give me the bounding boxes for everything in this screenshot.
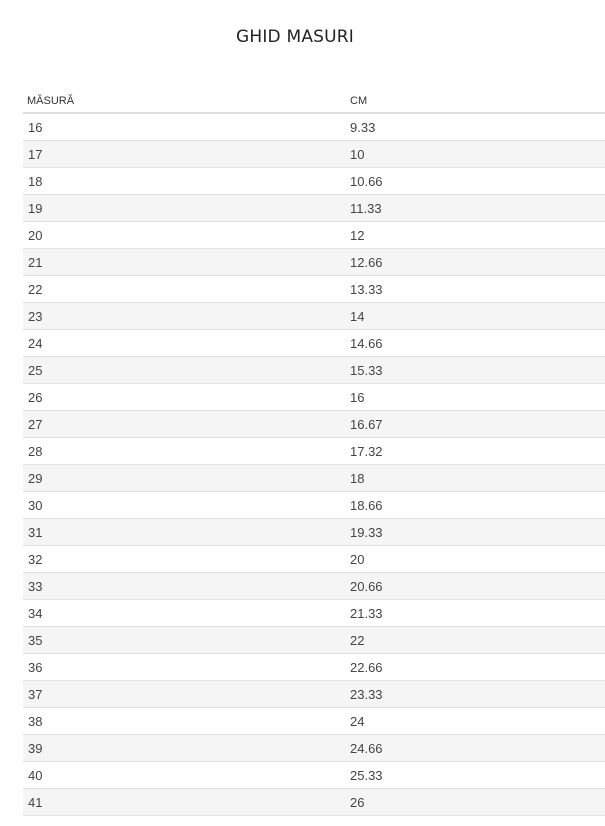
table-row: 30 18.66 [23, 491, 605, 519]
size-cell: 29 [23, 464, 347, 492]
cm-cell: 26 [347, 788, 605, 816]
size-cell: 20 [23, 221, 347, 249]
table-row: 20 12 [23, 221, 605, 249]
size-cell: 28 [23, 437, 347, 465]
size-cell: 31 [23, 518, 347, 546]
cm-cell: 18.66 [347, 491, 605, 519]
cm-cell: 17.32 [347, 437, 605, 465]
size-cell: 27 [23, 410, 347, 438]
table-row: 17 10 [23, 140, 605, 168]
cm-cell: 11.33 [347, 194, 605, 222]
cm-cell: 25.33 [347, 761, 605, 789]
cm-cell: 23.33 [347, 680, 605, 708]
table-row: 35 22 [23, 626, 605, 654]
table-row: 29 18 [23, 464, 605, 492]
size-guide-table: MĂSURĂ CM 16 9.33 17 10 18 10.66 19 11.33 20 12 21… [23, 90, 605, 816]
cm-cell: 14 [347, 302, 605, 330]
table-row: 27 16.67 [23, 410, 605, 438]
size-cell: 36 [23, 653, 347, 681]
table-row: 28 17.32 [23, 437, 605, 465]
table-row: 39 24.66 [23, 734, 605, 762]
cm-cell: 9.33 [347, 113, 605, 141]
page-title: GHID MASURI [235, 27, 355, 47]
table-row: 40 25.33 [23, 761, 605, 789]
table-row: 31 19.33 [23, 518, 605, 546]
size-cell: 40 [23, 761, 347, 789]
table-row: 33 20.66 [23, 572, 605, 600]
cm-cell: 13.33 [347, 275, 605, 303]
cm-cell: 24.66 [347, 734, 605, 762]
table-row: 21 12.66 [23, 248, 605, 276]
cm-cell: 10.66 [347, 167, 605, 195]
table-row: 18 10.66 [23, 167, 605, 195]
cm-cell: 14.66 [347, 329, 605, 357]
cm-cell: 10 [347, 140, 605, 168]
cm-cell: 22.66 [347, 653, 605, 681]
size-cell: 38 [23, 707, 347, 735]
cm-cell: 21.33 [347, 599, 605, 627]
table-row: 41 26 [23, 788, 605, 816]
size-cell: 30 [23, 491, 347, 519]
size-cell: 23 [23, 302, 347, 330]
cm-cell: 22 [347, 626, 605, 654]
size-cell: 39 [23, 734, 347, 762]
header-size: MĂSURĂ [23, 90, 347, 114]
table-row: 38 24 [23, 707, 605, 735]
table-row: 26 16 [23, 383, 605, 411]
table-row: 22 13.33 [23, 275, 605, 303]
size-cell: 19 [23, 194, 347, 222]
cm-cell: 16 [347, 383, 605, 411]
cm-cell: 19.33 [347, 518, 605, 546]
cm-cell: 15.33 [347, 356, 605, 384]
table-row: 16 9.33 [23, 113, 605, 141]
size-cell: 32 [23, 545, 347, 573]
size-cell: 37 [23, 680, 347, 708]
size-cell: 25 [23, 356, 347, 384]
header-cm: CM [347, 90, 605, 114]
table-row: 32 20 [23, 545, 605, 573]
cm-cell: 20 [347, 545, 605, 573]
size-cell: 21 [23, 248, 347, 276]
table-row: 36 22.66 [23, 653, 605, 681]
table-row: 25 15.33 [23, 356, 605, 384]
cm-cell: 16.67 [347, 410, 605, 438]
size-cell: 22 [23, 275, 347, 303]
cm-cell: 24 [347, 707, 605, 735]
size-cell: 16 [23, 113, 347, 141]
size-cell: 18 [23, 167, 347, 195]
table-row: 24 14.66 [23, 329, 605, 357]
table-row: 37 23.33 [23, 680, 605, 708]
size-cell: 26 [23, 383, 347, 411]
size-cell: 24 [23, 329, 347, 357]
cm-cell: 12.66 [347, 248, 605, 276]
size-cell: 41 [23, 788, 347, 816]
table-header-row: MĂSURĂ CM [23, 90, 605, 114]
cm-cell: 12 [347, 221, 605, 249]
size-cell: 35 [23, 626, 347, 654]
table-row: 34 21.33 [23, 599, 605, 627]
size-cell: 17 [23, 140, 347, 168]
size-cell: 34 [23, 599, 347, 627]
cm-cell: 20.66 [347, 572, 605, 600]
size-cell: 33 [23, 572, 347, 600]
table-row: 19 11.33 [23, 194, 605, 222]
table-row: 23 14 [23, 302, 605, 330]
cm-cell: 18 [347, 464, 605, 492]
